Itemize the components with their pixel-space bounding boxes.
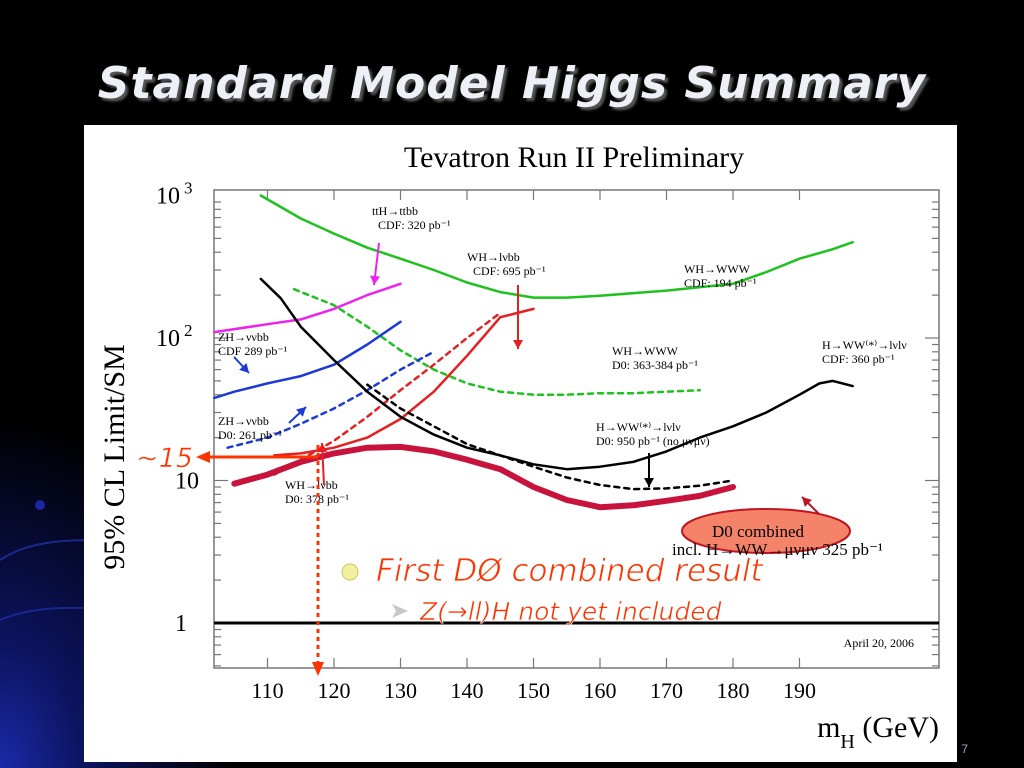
- series-line-8: [259, 277, 854, 471]
- d0-combined-bubble-label: D0 combined: [712, 522, 805, 541]
- x-tick-label: 180: [717, 678, 750, 703]
- curve-annotation: CDF: 360 pb⁻¹: [822, 352, 895, 366]
- x-tick-label: 160: [584, 678, 617, 703]
- curve-annotation: WH→lνbb: [467, 250, 520, 264]
- x-tick-label: 190: [783, 678, 816, 703]
- curve-annotation: ZH→ννbb: [218, 330, 269, 344]
- y-tick-label: 10 2: [156, 321, 193, 352]
- series-line-9: [366, 383, 735, 491]
- curve-annotation: CDF: 695 pb⁻¹: [473, 264, 546, 278]
- series-line-4: [213, 320, 402, 400]
- x-tick-label: 140: [451, 678, 484, 703]
- plot-frame: [213, 189, 940, 669]
- annotation-arrowhead: [296, 407, 306, 417]
- annotation-arrowhead: [239, 363, 249, 373]
- d0-combined-detail: incl. H→WW→μνμν 325 pb⁻¹: [672, 540, 883, 559]
- curve-annotation: WH→WWW: [612, 344, 679, 358]
- slide-title: Standard Model Higgs Summary: [97, 58, 927, 109]
- curve-annotation: ZH→ννbb: [218, 414, 269, 428]
- annotation-arrowhead: [802, 497, 812, 507]
- curve-annotation: D0: 950 pb⁻¹ (no μνμν): [596, 434, 710, 448]
- page-number: 7: [961, 742, 968, 756]
- annotation-arrowhead: [370, 275, 381, 285]
- curve-annotation: D0: 261 pb⁻¹: [218, 428, 282, 442]
- series-line-3: [213, 282, 402, 334]
- curve-annotation: ttH→ttbb: [372, 204, 418, 218]
- x-tick-label: 110: [251, 678, 283, 703]
- annotation-arrowhead: [317, 443, 328, 453]
- limit-chart: Tevatron Run II Preliminary 95% CL Limit…: [98, 141, 940, 753]
- series-line-2: [292, 287, 702, 396]
- x-tick-label: 170: [650, 678, 683, 703]
- series-line-5: [226, 350, 436, 449]
- series-line-1: [259, 194, 854, 299]
- curve-annotation: WH→WWW: [684, 262, 751, 276]
- chart-panel: Tevatron Run II Preliminary 95% CL Limit…: [84, 125, 957, 762]
- curve-annotation: CDF: 194 pb⁻¹: [684, 276, 757, 290]
- curve-annotation: WH→lνbb: [285, 478, 338, 492]
- curve-annotation: H→WW⁽*⁾→lνlν: [596, 420, 681, 434]
- curve-annotation: CDF 289 pb⁻¹: [218, 344, 288, 358]
- x-tick-label: 120: [318, 678, 351, 703]
- series-line-6: [272, 307, 535, 457]
- series-line-7: [272, 311, 502, 476]
- curve-annotation: D0: 363-384 pb⁻¹: [612, 358, 698, 372]
- x-tick-label: 150: [517, 678, 550, 703]
- curve-annotation: CDF: 320 pb⁻¹: [378, 218, 451, 232]
- curve-annotation: H→WW⁽*⁾→lνlν: [822, 338, 907, 352]
- chart-title: Tevatron Run II Preliminary: [404, 141, 744, 174]
- y-tick-label: 10: [175, 469, 199, 495]
- x-axis-label: mH (GeV): [817, 711, 939, 753]
- annotation-arrowhead: [644, 478, 654, 487]
- date-note: April 20, 2006: [844, 636, 914, 650]
- curve-annotation: D0: 378 pb⁻¹: [285, 492, 349, 506]
- y-tick-label: 10 3: [156, 179, 193, 210]
- x-tick-label: 130: [384, 678, 417, 703]
- annotation-arrowhead: [513, 340, 523, 349]
- y-tick-label: 1: [175, 611, 187, 637]
- y-axis-label: 95% CL Limit/SM: [98, 344, 131, 570]
- d0-combined-bubble: [681, 508, 851, 554]
